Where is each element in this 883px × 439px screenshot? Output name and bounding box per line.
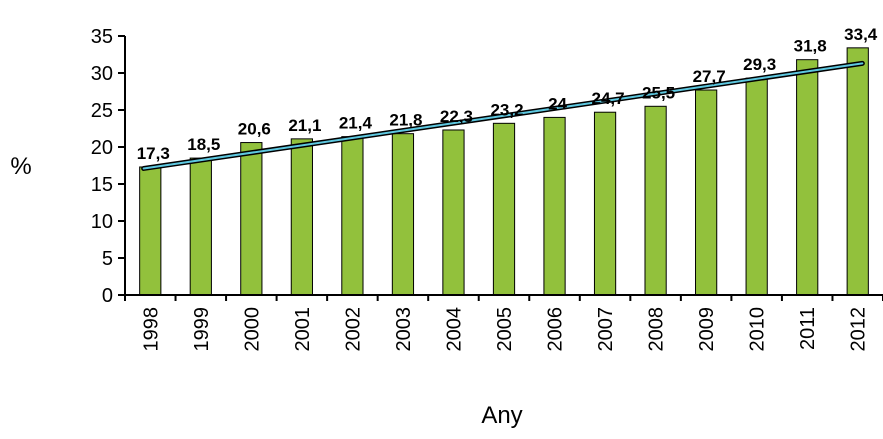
data-label: 22,3 [440,107,473,126]
data-label: 17,3 [137,144,170,163]
x-tick-label: 2004 [443,307,465,352]
bar-2005 [492,122,516,296]
y-tick-label: 35 [91,26,113,48]
data-label: 23,2 [490,100,523,119]
y-tick-label: 20 [91,137,113,159]
data-label: 20,6 [238,120,271,139]
x-tick-label: 2008 [646,307,668,352]
x-tick-label: 2007 [595,307,617,352]
bar-2003 [391,133,415,296]
y-tick-label: 25 [91,100,113,122]
x-tick-label: 2010 [747,307,769,352]
bar-2002 [341,136,364,296]
y-tick-label: 30 [91,63,113,85]
y-tick-label: 15 [91,174,113,196]
trendline [142,62,864,170]
bar-2004 [442,129,465,296]
x-tick-label: 2000 [241,307,263,352]
data-label: 24,7 [592,89,625,108]
data-label: 21,1 [288,116,321,135]
bars-group [139,47,869,296]
y-tick-label: 5 [102,248,113,270]
x-tick-label: 2003 [393,307,415,352]
bar-2006 [543,116,566,296]
x-tick-label: 2005 [494,307,516,352]
x-tick-label: 1999 [191,307,213,352]
x-tick-label: 2009 [696,307,718,352]
y-axis-title: % [10,153,31,180]
y-tick-label: 0 [102,285,113,307]
data-label: 18,5 [187,135,220,154]
data-label: 31,8 [794,37,827,56]
bar-2012 [846,47,869,296]
bar-2000 [240,142,263,296]
bar-1998 [139,166,162,296]
x-tick-label: 2011 [797,307,819,350]
data-label: 21,4 [339,114,373,133]
x-tick-label: 2006 [545,307,567,352]
bar-1999 [189,157,212,296]
bar-2010 [745,77,768,296]
x-tick-label: 2012 [848,307,870,352]
data-label: 25,5 [642,83,675,102]
bar-2011 [796,59,819,296]
bar-2008 [644,105,667,296]
axes-group: 0 5 10 15 20 25 30 35 1998 1999 2000 2001 2002 2003 20… [91,26,883,352]
data-labels-group: 17,3 18,5 20,6 21,1 21,4 21,8 22,3 23,2 24 24,7 25… [137,25,878,163]
bar-2009 [695,89,718,296]
y-tick-label: 10 [91,211,113,233]
x-tick-label: 2001 [292,307,314,352]
bar-2007 [593,111,617,296]
bar-2001 [290,138,313,296]
data-label: 29,3 [743,55,776,74]
trendline-group [141,60,865,171]
data-label: 27,7 [693,67,726,86]
data-label: 24 [548,94,567,113]
x-tick-label: 1998 [140,307,162,352]
x-axis-title: Any [481,402,522,429]
data-label: 33,4 [844,25,878,44]
data-label: 21,8 [389,111,422,130]
x-tick-label: 2002 [342,307,364,352]
